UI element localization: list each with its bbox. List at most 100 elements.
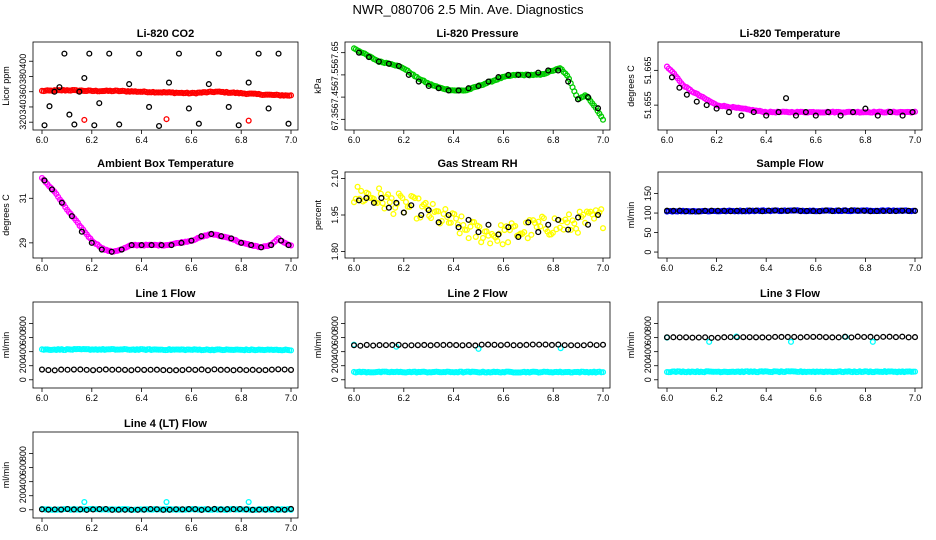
- x-tick-label: 6.0: [348, 263, 361, 273]
- data-point: [355, 49, 363, 56]
- data-point: [77, 506, 84, 513]
- y-tick-label: 320: [18, 115, 28, 130]
- data-point: [287, 92, 295, 99]
- data-point: [363, 341, 370, 348]
- data-point: [440, 341, 447, 349]
- data-point: [542, 341, 549, 348]
- data-point: [166, 367, 173, 374]
- data-point: [587, 341, 594, 348]
- data-point: [491, 341, 498, 348]
- series-black: [350, 341, 607, 349]
- data-point: [249, 366, 256, 373]
- data-point: [861, 207, 868, 214]
- data-point: [382, 342, 389, 349]
- data-point: [861, 333, 868, 341]
- data-point: [243, 506, 250, 513]
- data-point: [565, 78, 572, 85]
- data-point: [683, 334, 690, 341]
- data-point: [525, 71, 532, 78]
- x-tick-label: 6.0: [348, 393, 361, 403]
- plot-frame: [32, 301, 299, 389]
- data-point: [228, 235, 235, 242]
- y-tick-label: 600: [643, 330, 653, 345]
- data-point: [388, 195, 395, 202]
- data-point: [275, 506, 282, 513]
- data-point: [58, 199, 65, 206]
- data-point: [911, 207, 919, 214]
- data-point: [549, 229, 556, 236]
- panel-ambient-box-temperature: Ambient Box Temperature degrees C 6.0 6.2 6.…: [1, 158, 299, 273]
- data-point: [408, 342, 415, 349]
- data-point: [414, 342, 421, 349]
- data-point: [545, 221, 552, 228]
- data-point: [689, 208, 696, 215]
- data-point: [867, 333, 874, 340]
- y-axis-label: degrees C: [1, 194, 11, 236]
- data-point: [427, 215, 435, 222]
- data-point: [78, 228, 85, 235]
- plot-area: [350, 183, 607, 248]
- data-point: [445, 211, 452, 219]
- y-tick-label: 0: [330, 377, 340, 382]
- data-point: [204, 367, 212, 374]
- data-point: [497, 342, 504, 349]
- x-tick-label: 6.4: [135, 393, 148, 403]
- data-point: [146, 103, 153, 111]
- data-point: [285, 242, 292, 249]
- y-tick-label: 400: [643, 344, 653, 359]
- data-point: [472, 342, 479, 349]
- y-tick-label: 800: [18, 446, 28, 461]
- data-point: [479, 234, 487, 241]
- data-point: [822, 207, 830, 214]
- data-point: [733, 334, 740, 341]
- x-tick-label: 7.0: [285, 263, 298, 273]
- data-point: [224, 366, 231, 373]
- data-point: [41, 122, 48, 129]
- data-point: [68, 213, 75, 220]
- data-point: [455, 224, 462, 231]
- data-point: [899, 207, 906, 214]
- y-tick-label: 0: [643, 377, 653, 382]
- data-point: [77, 366, 84, 373]
- plot-area: [663, 63, 919, 119]
- data-point: [899, 333, 906, 340]
- data-point: [402, 342, 409, 349]
- data-point: [375, 58, 382, 65]
- data-point: [689, 334, 696, 341]
- data-point: [211, 505, 218, 513]
- data-point: [495, 74, 502, 81]
- data-point: [787, 338, 795, 345]
- plot-area: [38, 499, 295, 513]
- x-tick-label: 6.2: [398, 263, 411, 273]
- x-tick-label: 6.2: [86, 523, 99, 533]
- data-point: [456, 230, 463, 237]
- data-point: [395, 341, 402, 348]
- data-point: [402, 198, 409, 206]
- x-tick-label: 6.0: [348, 135, 361, 145]
- data-point: [727, 334, 734, 341]
- plot-frame: [32, 41, 299, 131]
- data-point: [590, 215, 598, 222]
- panel-line-3-flow: Line 3 Flow ml/min 6.0 6.2 6.4 6.6 6.8 7.0 0 2004…: [626, 288, 923, 403]
- data-point: [357, 342, 364, 349]
- series-black: [355, 194, 602, 240]
- data-point: [116, 121, 123, 128]
- data-point: [141, 506, 148, 513]
- panel-li820-pressure: Li-820 Pressure kPa 6.0 6.2 6.4 6.6 6.8 7.0 67.3…: [313, 28, 611, 145]
- data-point: [525, 219, 532, 226]
- x-tick-label: 7.0: [597, 393, 610, 403]
- y-axis-label: Licor ppm: [1, 66, 11, 106]
- data-point: [46, 103, 53, 110]
- data-point: [797, 334, 804, 341]
- y-tick-label: 67.45: [330, 86, 340, 109]
- data-point: [714, 207, 721, 214]
- data-point: [784, 333, 791, 341]
- data-point: [168, 242, 175, 249]
- data-point: [56, 84, 63, 91]
- data-point: [599, 369, 607, 376]
- x-tick-label: 6.4: [447, 135, 460, 145]
- series-magenta: [38, 174, 295, 255]
- x-tick-label: 6.6: [810, 393, 823, 403]
- data-point: [446, 341, 453, 348]
- data-point: [822, 334, 830, 341]
